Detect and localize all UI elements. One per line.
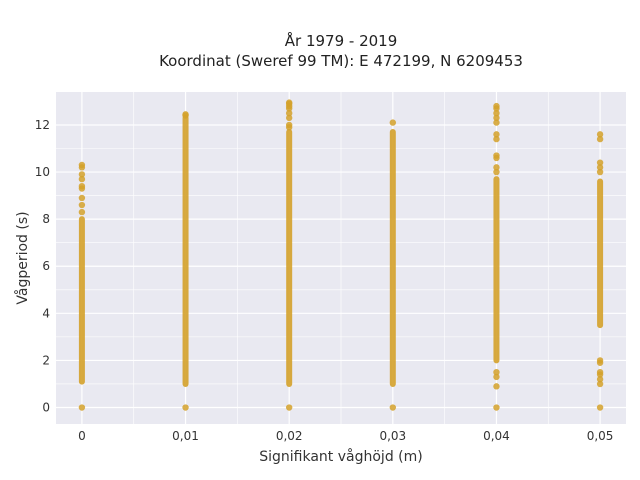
data-point xyxy=(78,194,86,202)
data-point xyxy=(596,135,604,143)
data-point xyxy=(389,404,397,411)
data-point xyxy=(78,404,86,411)
y-axis-label: Vågperiod (s) xyxy=(14,211,31,304)
data-point xyxy=(78,182,86,190)
x-tick-label: 0,03 xyxy=(379,429,406,443)
data-point xyxy=(285,109,293,117)
data-point xyxy=(182,404,189,411)
x-tick-label: 0,04 xyxy=(483,429,510,443)
x-axis-label: Signifikant våghöjd (m) xyxy=(259,448,422,465)
data-point xyxy=(596,404,604,411)
data-point xyxy=(596,357,604,364)
data-point xyxy=(493,152,500,159)
data-point xyxy=(596,380,604,388)
data-point xyxy=(285,114,293,122)
data-point xyxy=(78,208,86,216)
data-point xyxy=(182,111,189,118)
y-tick-label: 0 xyxy=(42,401,50,415)
x-tick-label: 0,05 xyxy=(587,429,614,443)
data-band xyxy=(597,178,604,329)
data-band xyxy=(493,176,500,364)
data-point xyxy=(493,114,500,122)
data-point xyxy=(596,131,604,138)
data-point xyxy=(285,404,293,411)
data-point xyxy=(285,121,293,129)
x-tick-label: 0,01 xyxy=(172,429,199,443)
data-points xyxy=(78,99,604,411)
tick-labels: 0 2 4 6 8 10 12 0 0,01 0,02 0,03 0,04 0,05 xyxy=(35,118,614,443)
data-point xyxy=(596,376,604,383)
y-tick-label: 12 xyxy=(35,118,50,132)
data-band xyxy=(182,114,189,387)
y-tick-label: 8 xyxy=(42,212,50,226)
data-band xyxy=(389,129,396,387)
data-point xyxy=(493,109,500,117)
y-tick-label: 4 xyxy=(42,306,50,320)
data-point xyxy=(493,164,500,171)
chart-title-line-2: Koordinat (Sweref 99 TM): E 472199, N 62… xyxy=(159,52,523,70)
y-tick-label: 10 xyxy=(35,165,50,179)
data-point xyxy=(493,404,500,411)
data-point xyxy=(493,383,500,390)
data-point xyxy=(78,161,86,169)
data-point xyxy=(596,164,604,171)
data-point xyxy=(493,168,500,176)
chart-title-line-1: År 1979 - 2019 xyxy=(285,31,398,50)
data-point xyxy=(596,168,604,176)
x-tick-label: 0,02 xyxy=(276,429,303,443)
y-tick-label: 6 xyxy=(42,259,50,273)
data-point xyxy=(596,159,604,166)
data-point xyxy=(493,373,500,381)
y-tick-label: 2 xyxy=(42,353,50,367)
data-point xyxy=(596,368,604,376)
x-tick-label: 0 xyxy=(78,429,86,443)
data-point xyxy=(493,131,500,138)
data-point xyxy=(493,119,500,126)
data-point xyxy=(285,99,293,106)
data-band xyxy=(78,216,85,385)
data-point xyxy=(493,135,500,143)
data-point xyxy=(493,368,500,376)
data-point xyxy=(78,175,86,183)
data-point xyxy=(389,119,397,126)
data-point xyxy=(78,171,86,178)
data-point xyxy=(78,201,86,209)
data-band xyxy=(286,129,293,387)
data-point xyxy=(493,102,500,110)
